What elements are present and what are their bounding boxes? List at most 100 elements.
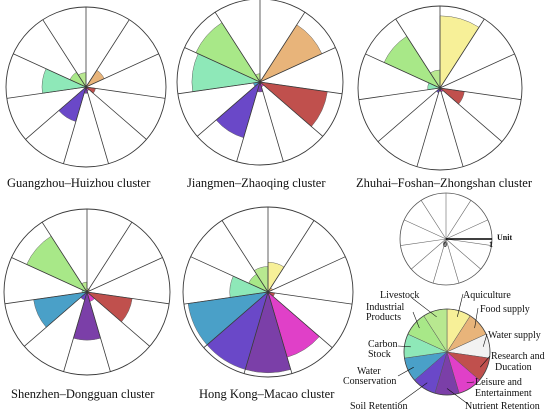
legend-label-water-supply: Water supply bbox=[488, 330, 541, 341]
legend-label-industrial-products: Industrial Products bbox=[366, 302, 407, 323]
sector-divider bbox=[416, 87, 441, 167]
sector-divider bbox=[4, 291, 88, 305]
sector-divider bbox=[25, 86, 87, 140]
legend-wheel bbox=[397, 293, 491, 405]
legend-outline bbox=[403, 308, 491, 396]
polar-chart-guangzhou-huizhou-cluster bbox=[5, 6, 167, 168]
sector-divider bbox=[86, 291, 150, 347]
legend-label-leisure-line: Entertainment bbox=[475, 388, 532, 399]
sector-divider bbox=[183, 291, 269, 305]
sector-divider bbox=[259, 47, 336, 83]
legend-label-leisure: Leisure and Entertainment bbox=[475, 377, 532, 399]
sector-divider bbox=[267, 291, 353, 305]
sector-divider bbox=[203, 291, 269, 348]
sector-divider bbox=[24, 291, 88, 347]
legend-label-carbon-stock-line: Stock bbox=[368, 349, 391, 360]
legend-label-research: Research and Ducation bbox=[491, 351, 547, 373]
sector-divider bbox=[86, 257, 163, 293]
legend-leader-line bbox=[457, 293, 464, 318]
scale-divider bbox=[445, 219, 488, 240]
scale-tick-label: 1 bbox=[489, 240, 493, 249]
legend-label-nutrient-retention: Nutrient Retention bbox=[465, 401, 540, 412]
scale-divider bbox=[400, 238, 447, 246]
sector-divider bbox=[395, 18, 441, 89]
legend-leader-line bbox=[474, 307, 479, 329]
chart-title-jiangmen-zhaoqing: Jiangmen–Zhaoqing cluster bbox=[187, 176, 326, 190]
sector-divider bbox=[11, 257, 88, 293]
sector-divider bbox=[259, 81, 343, 95]
sector-divider bbox=[365, 53, 441, 89]
cluster-charts bbox=[3, 0, 523, 378]
legend-label-water-conservation-line: Water bbox=[357, 366, 381, 377]
scale-divider bbox=[445, 238, 481, 270]
legend-leader-line bbox=[397, 345, 411, 348]
sector-divider bbox=[439, 87, 464, 167]
sector-divider bbox=[85, 86, 147, 140]
sector-divider bbox=[214, 11, 261, 83]
legend-label-food-supply: Food supply bbox=[480, 304, 530, 315]
chart-title-hongkong-macao: Hong Kong–Macao cluster bbox=[199, 387, 335, 401]
sector-divider bbox=[377, 87, 441, 143]
polar-chart-zhuhai-foshan-zhongshan-cluster bbox=[357, 5, 523, 171]
sector-divider bbox=[197, 81, 261, 137]
scale-divider bbox=[432, 238, 447, 284]
scale-divider bbox=[420, 200, 447, 240]
sector-divider bbox=[267, 291, 293, 374]
sector-divider bbox=[439, 53, 515, 89]
sector-divider bbox=[85, 19, 130, 88]
sector-divider bbox=[243, 291, 269, 374]
legend-leader-line bbox=[412, 311, 420, 329]
sector-divider bbox=[267, 291, 333, 348]
legend-label-carbon-stock: Carbon Stock bbox=[368, 339, 400, 360]
legend-label-leisure-line: Leisure and bbox=[475, 377, 522, 388]
legend-label-aquiculture: Aquiculture bbox=[463, 290, 511, 301]
legend-leader-line bbox=[446, 388, 469, 405]
legend-label-carbon-stock-line: Carbon bbox=[368, 339, 397, 350]
legend-label-industrial-products-line: Products bbox=[366, 312, 401, 323]
polar-chart-jiangmen-zhaoqing-cluster bbox=[176, 0, 344, 166]
legend-leader-line bbox=[397, 382, 428, 405]
scale-unit-label: Unit bbox=[497, 233, 512, 242]
legend-leader-line bbox=[397, 366, 414, 377]
legend-label-research-line: Research and bbox=[491, 351, 545, 362]
legend-label-livestock: Livestock bbox=[380, 290, 419, 301]
sector-divider bbox=[439, 18, 485, 89]
sector-divider bbox=[42, 19, 87, 88]
scale-divider bbox=[404, 219, 447, 240]
sector-divider bbox=[439, 87, 522, 101]
legend-label-soil-retention: Soil Retention bbox=[350, 401, 408, 412]
scale-reference: 0 1 Unit bbox=[399, 192, 512, 286]
polar-chart-shenzhen-dongguan-cluster bbox=[3, 208, 171, 376]
legend-label-water-conservation-line: Conservation bbox=[343, 376, 396, 387]
scale-tick-label: 0 bbox=[443, 240, 447, 249]
sector-divider bbox=[190, 256, 269, 293]
legend-leader-line bbox=[482, 333, 488, 347]
sector-divider bbox=[358, 87, 441, 101]
chart-title-shenzhen-dongguan: Shenzhen–Dongguan cluster bbox=[11, 387, 155, 401]
sector-divider bbox=[267, 256, 346, 293]
sector-divider bbox=[6, 86, 87, 99]
chart-title-zhuhai-foshan-zhongshan: Zhuhai–Foshan–Zhongshan cluster bbox=[356, 176, 533, 190]
sector-divider bbox=[184, 47, 261, 83]
legend-label-water-conservation: Water Conservation bbox=[343, 366, 396, 387]
legend-label-research-line: Ducation bbox=[495, 362, 532, 373]
scale-divider bbox=[445, 238, 492, 246]
sector-divider bbox=[259, 81, 323, 137]
legend-labels: Aquiculture Food supply Water supply Res… bbox=[343, 290, 547, 412]
legend-label-industrial-products-line: Industrial bbox=[366, 302, 405, 313]
sector-divider bbox=[86, 291, 111, 372]
sector-divider bbox=[236, 81, 261, 162]
sector-divider bbox=[63, 86, 87, 164]
sector-divider bbox=[259, 81, 284, 162]
sector-divider bbox=[267, 220, 315, 293]
scale-divider bbox=[411, 238, 447, 270]
scale-divider bbox=[445, 238, 460, 284]
polar-chart-hong-kong-macao-cluster bbox=[182, 206, 354, 378]
sector-divider bbox=[85, 86, 109, 164]
scale-divider bbox=[445, 200, 472, 240]
legend-leader-line bbox=[466, 381, 475, 384]
sector-divider bbox=[86, 221, 133, 293]
legend-leader-line bbox=[411, 297, 437, 318]
legend-leader-line bbox=[480, 355, 491, 368]
